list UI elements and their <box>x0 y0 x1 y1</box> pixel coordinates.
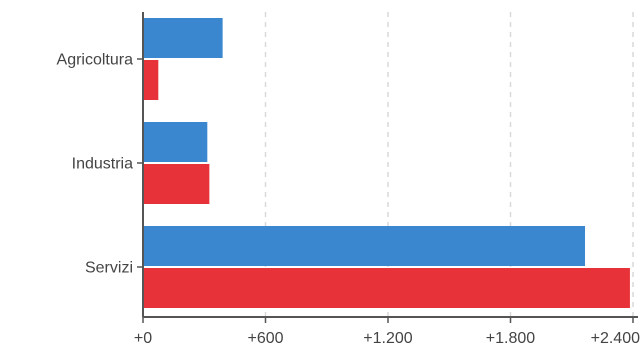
label-layer: Agricoltura Industria Servizi +0 +600 +1.200 +… <box>57 52 641 347</box>
x-tick-label-0: +0 <box>134 330 152 347</box>
bar-agricoltura-series-2 <box>143 60 159 100</box>
category-label-agricoltura: Agricoltura <box>57 52 134 69</box>
grid-layer <box>264 12 634 317</box>
bar-industria-series-1 <box>143 122 208 162</box>
category-label-servizi: Servizi <box>85 260 133 277</box>
bar-servizi-series-2 <box>143 268 630 308</box>
bar-agricoltura-series-1 <box>143 18 223 58</box>
category-label-industria: Industria <box>72 156 133 173</box>
x-tick-label-2: +1.200 <box>363 330 412 347</box>
bar-layer <box>143 18 630 308</box>
axis-layer <box>137 12 638 323</box>
x-tick-label-1: +600 <box>247 330 283 347</box>
bar-servizi-series-1 <box>143 226 586 266</box>
x-tick-label-4: +2.400 <box>591 330 640 347</box>
x-tick-label-3: +1.800 <box>486 330 535 347</box>
bar-industria-series-2 <box>143 164 210 204</box>
